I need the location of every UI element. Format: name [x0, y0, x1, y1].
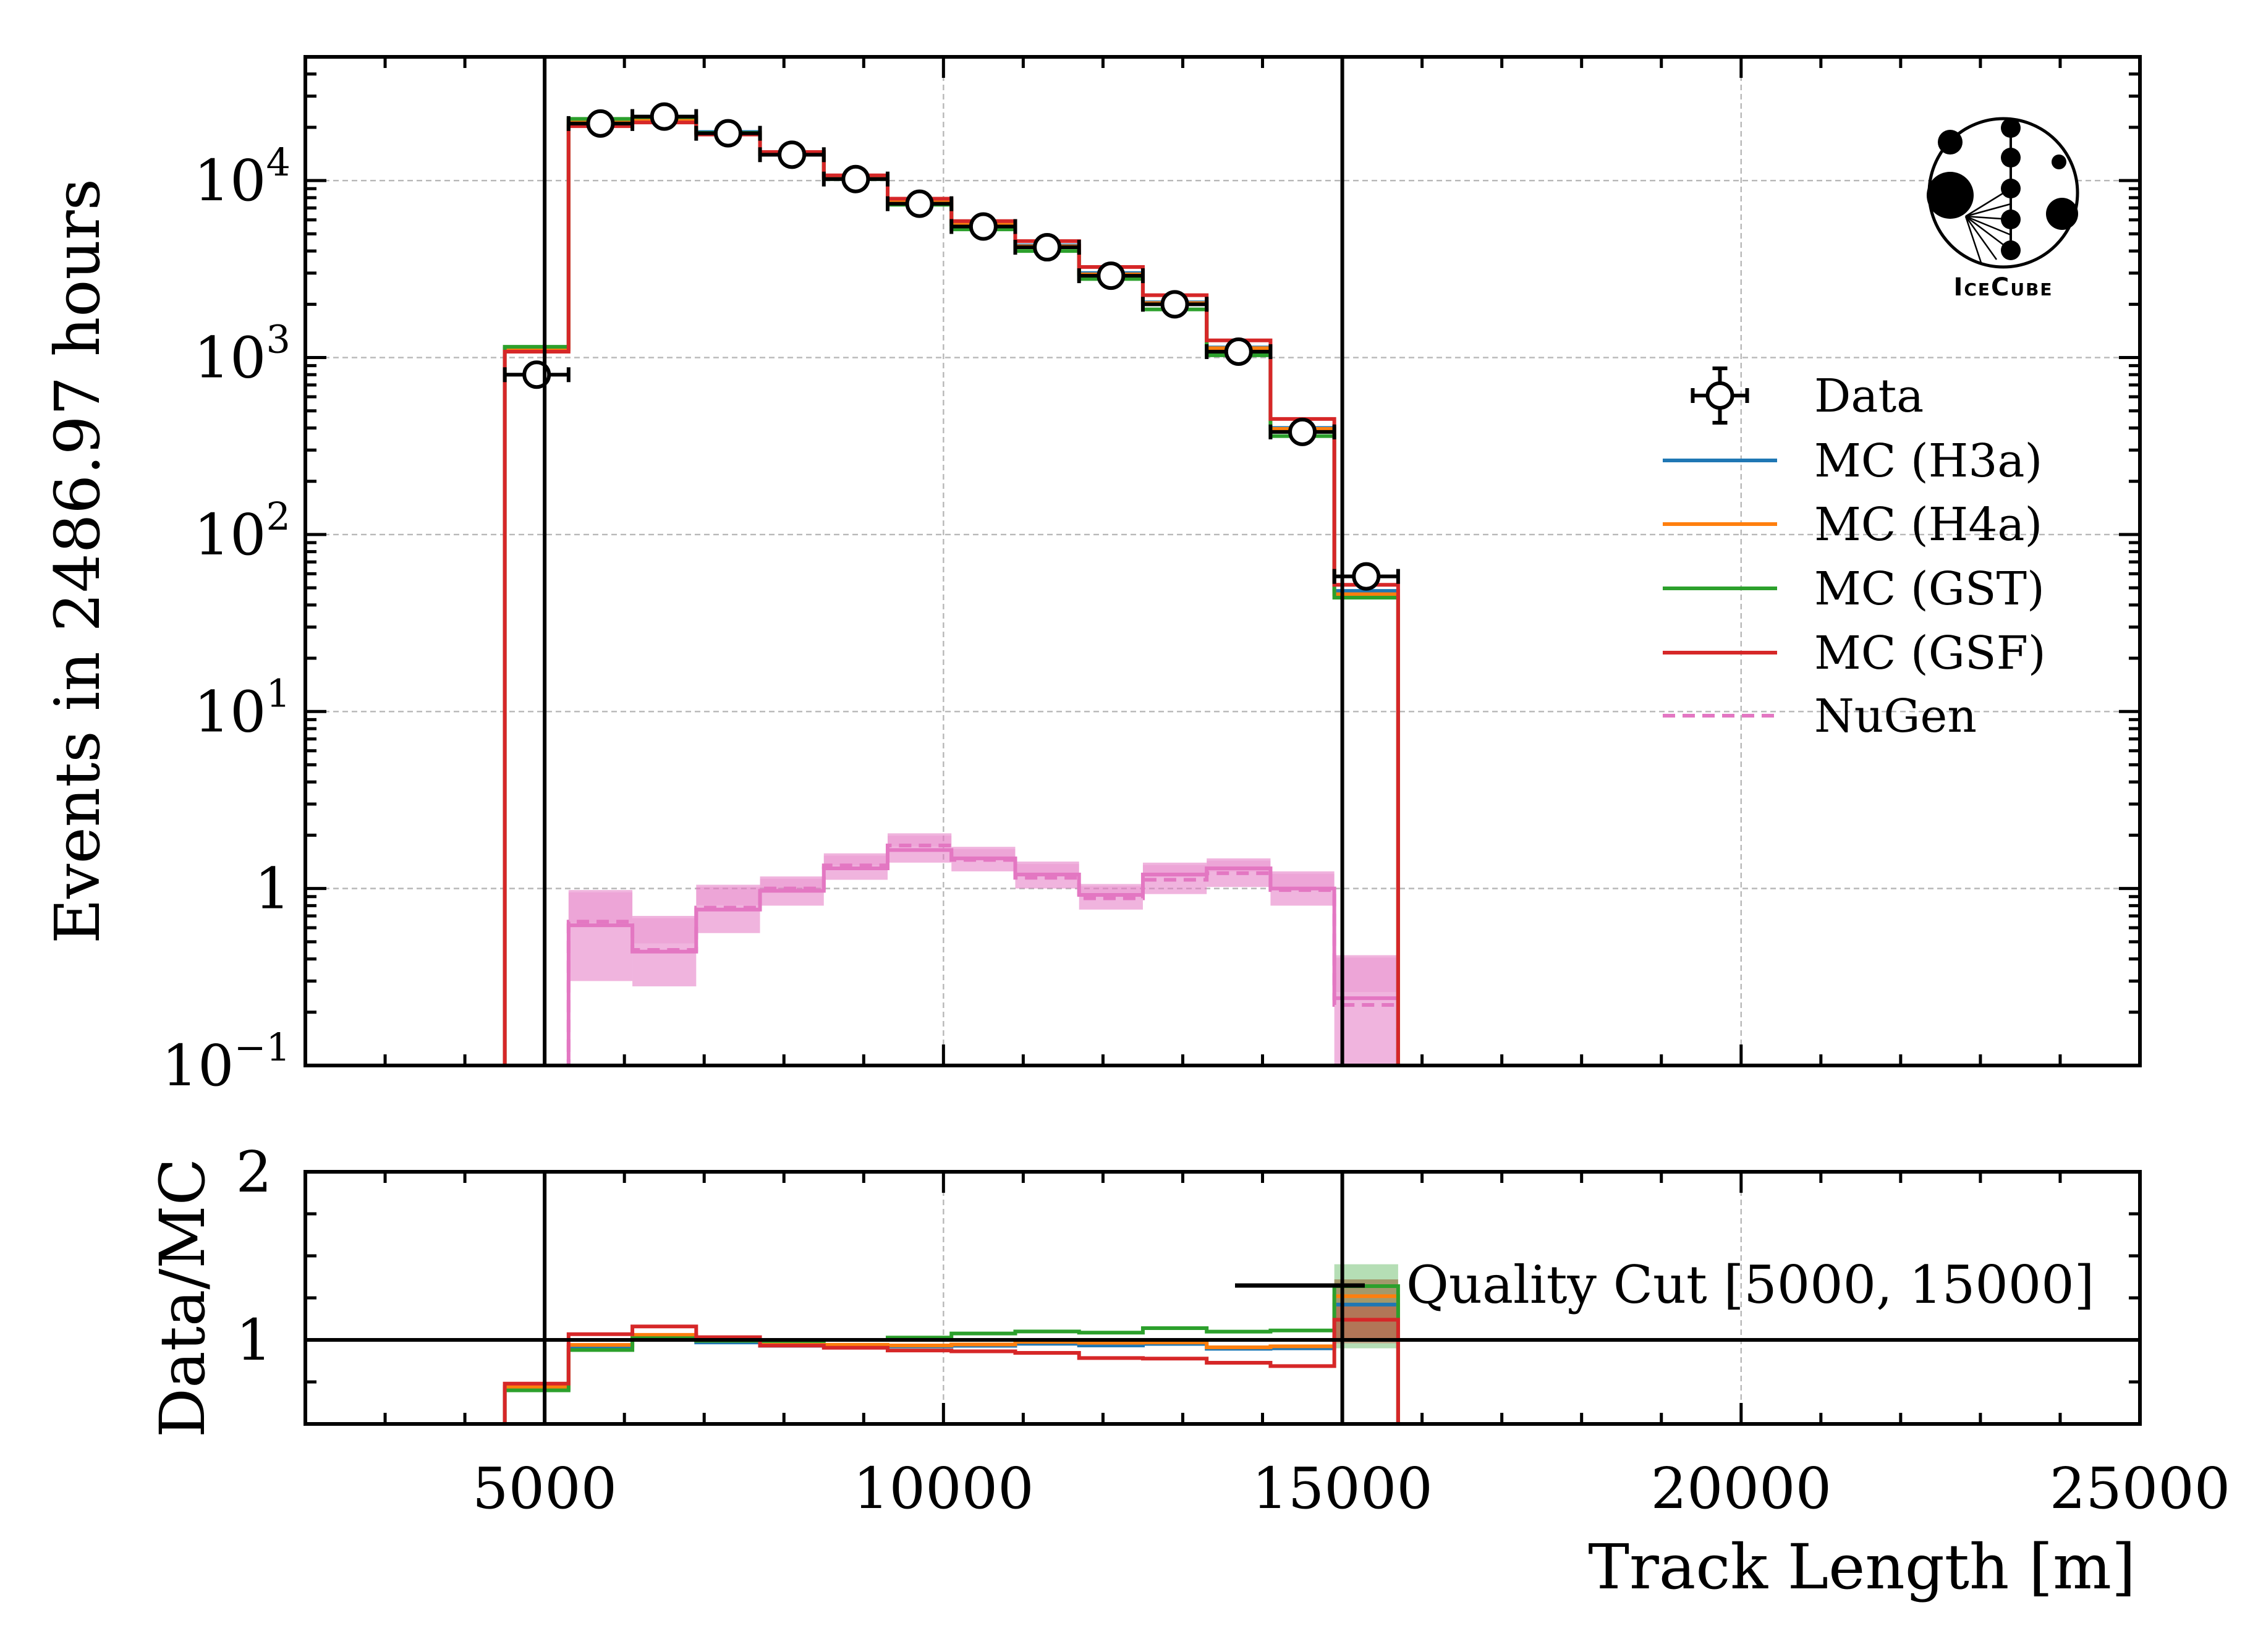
- ratio-cut-lines: [543, 1172, 1344, 1424]
- data-points: [503, 102, 1400, 591]
- data-point: [758, 140, 826, 169]
- legend-entry-data: Data: [1691, 366, 1924, 425]
- ratio-y-axis-label: Data/MC: [146, 1158, 219, 1438]
- x-tick-label-20000: 20000: [1650, 1455, 1831, 1522]
- main-y-tick-label: 104: [193, 140, 291, 214]
- data-point-marker: [1288, 417, 1317, 446]
- ratio-y-tick-labels: 12: [236, 1139, 272, 1373]
- main-y-tick-label: 10−1: [162, 1025, 291, 1099]
- data-point: [1077, 261, 1145, 290]
- ratio-axes-frame: [303, 1170, 2142, 1426]
- main-y-axis-label: Events in 2486.97 hours: [41, 179, 114, 944]
- legend-entry-mc-h4a: MC (H4a): [1663, 498, 2042, 551]
- data-point: [1013, 233, 1081, 262]
- data-point-marker: [586, 109, 615, 138]
- main-y-tick-label: 103: [193, 317, 291, 391]
- nugen-band-bin: [888, 833, 952, 863]
- nugen-band-inner: [632, 918, 697, 944]
- ratio-series-mc-h3a: [503, 1302, 1400, 1424]
- quality-cut-annotation: Quality Cut [5000, 15000]: [1235, 1255, 2094, 1315]
- data-point: [694, 119, 762, 148]
- data-point-marker: [1097, 261, 1126, 290]
- main-y-tick-label: 102: [193, 494, 291, 568]
- icecube-logo-text: IceCube: [1953, 273, 2053, 302]
- ratio-lines: [503, 1284, 1400, 1424]
- ratio-panel: Quality Cut [5000, 15000] 12 Data/MC: [146, 1139, 2142, 1438]
- legend-entry-mc-gst: MC (GST): [1663, 562, 2045, 616]
- main-cut-lines: [543, 57, 1344, 1065]
- data-point-marker: [1033, 233, 1062, 262]
- data-point: [821, 164, 890, 193]
- data-point-marker: [905, 189, 934, 218]
- legend-label: MC (H4a): [1814, 498, 2042, 551]
- ratio-series-mc-gsf: [503, 1318, 1400, 1424]
- nugen-band-inner: [823, 855, 888, 866]
- main-axes-frame: [303, 55, 2142, 1067]
- main-panel: 10−1 1 101 102 103 104 Events in 2486.97 hour…: [41, 55, 2142, 1099]
- x-tick-label-10000: 10000: [853, 1455, 1034, 1522]
- data-point-marker: [650, 102, 679, 131]
- legend-label: MC (GSF): [1814, 627, 2046, 680]
- legend-label: MC (GST): [1814, 562, 2045, 616]
- data-point: [886, 189, 954, 218]
- nugen-band-inner: [696, 887, 760, 905]
- ratio-y-tick-label-1: 1: [236, 1307, 272, 1373]
- icecube-logo: IceCube: [1927, 117, 2079, 302]
- legend-marker: [1705, 381, 1734, 410]
- data-point: [1140, 290, 1209, 319]
- ratio-y-tick-label-2: 2: [236, 1139, 272, 1205]
- nugen-band-bin: [568, 890, 633, 981]
- data-point: [1205, 337, 1273, 366]
- x-tick-label-5000: 5000: [472, 1455, 617, 1522]
- legend-label: NuGen: [1814, 690, 1977, 743]
- main-y-tick-labels: 10−1 1 101 102 103 104: [162, 140, 291, 1099]
- data-point-marker: [1160, 290, 1189, 319]
- data-point-marker: [969, 212, 998, 241]
- nugen-band-inner: [1270, 873, 1335, 887]
- data-point: [503, 360, 571, 389]
- data-point-marker: [841, 164, 870, 193]
- legend-label: Data: [1814, 370, 1924, 423]
- nugen-band-inner: [568, 892, 633, 923]
- legend-label: MC (H3a): [1814, 434, 2042, 488]
- data-point-marker: [713, 119, 742, 148]
- legend-entry-nugen: NuGen: [1663, 690, 1977, 743]
- x-tick-labels: 5000 10000 15000 20000 25000: [472, 1455, 2230, 1522]
- ratio-series-mc-gst: [503, 1284, 1400, 1424]
- x-tick-label-15000: 15000: [1252, 1455, 1433, 1522]
- main-y-tick-label: 1: [254, 856, 291, 922]
- legend-entry-mc-gsf: MC (GSF): [1663, 627, 2046, 680]
- main-y-tick-label: 101: [193, 671, 291, 745]
- nugen-band-inner: [1015, 863, 1079, 874]
- legend: Data MC (H3a) MC (H4a) MC (GST) MC (GSF) NuGe…: [1663, 366, 2046, 743]
- x-axis-label: Track Length [m]: [1588, 1531, 2136, 1603]
- nugen-band-inner: [1334, 957, 1398, 993]
- data-point: [566, 109, 635, 138]
- nugen-band-inner: [951, 849, 1016, 858]
- data-point: [1332, 562, 1400, 591]
- ratio-band-red: [1334, 1306, 1398, 1344]
- data-point-marker: [1352, 562, 1381, 591]
- data-point: [949, 212, 1017, 241]
- quality-cut-annotation-text: Quality Cut [5000, 15000]: [1406, 1255, 2094, 1315]
- data-point-marker: [778, 140, 807, 169]
- ratio-band-brown: [1334, 1279, 1398, 1340]
- data-point: [1268, 417, 1336, 446]
- x-tick-label-25000: 25000: [2050, 1455, 2231, 1522]
- nugen-band-bin: [1334, 955, 1398, 1065]
- series-nugen-dashed: [566, 844, 1400, 1065]
- data-point: [630, 102, 698, 131]
- legend-entry-mc-h3a: MC (H3a): [1663, 434, 2042, 488]
- data-point-marker: [1224, 337, 1253, 366]
